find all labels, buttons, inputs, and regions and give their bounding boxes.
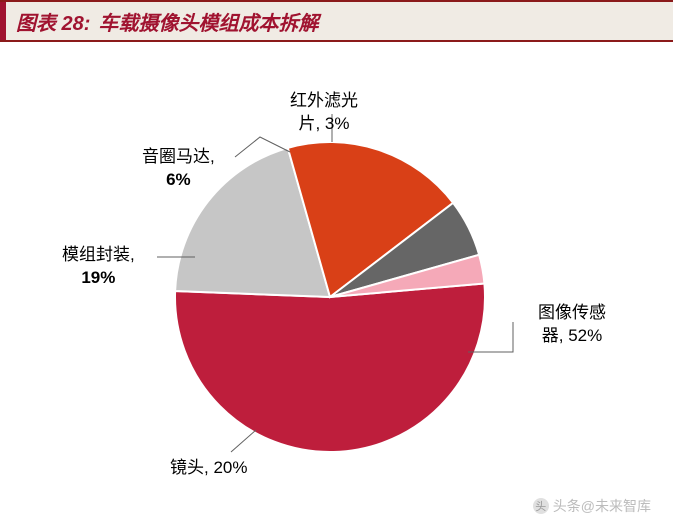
slice-label-镜头: 镜头, 20%: [170, 457, 247, 480]
pie-chart-area: 图像传感器, 52% 镜头, 20% 模组封装,19% 音圈马达,6% 红外滤光片, 3…: [0, 42, 673, 522]
leader-line: [231, 430, 256, 452]
header-accent-bar: [0, 2, 6, 40]
chart-title: 车载摄像头模组成本拆解: [98, 7, 318, 36]
slice-label-音圈马达: 音圈马达,6%: [142, 146, 215, 192]
chart-header: 图表 28: 车载摄像头模组成本拆解: [0, 0, 673, 42]
slice-label-图像传感器: 图像传感器, 52%: [538, 302, 606, 348]
pie-slice-图像传感器: [175, 283, 485, 452]
figure-number: 图表 28:: [16, 7, 90, 36]
watermark-text: 头条@未来智库: [553, 496, 651, 516]
watermark: 头 头条@未来智库: [533, 496, 651, 516]
watermark-icon: 头: [533, 498, 549, 514]
slice-label-红外滤光片: 红外滤光片, 3%: [290, 90, 358, 136]
slice-label-模组封装: 模组封装,19%: [62, 244, 135, 290]
